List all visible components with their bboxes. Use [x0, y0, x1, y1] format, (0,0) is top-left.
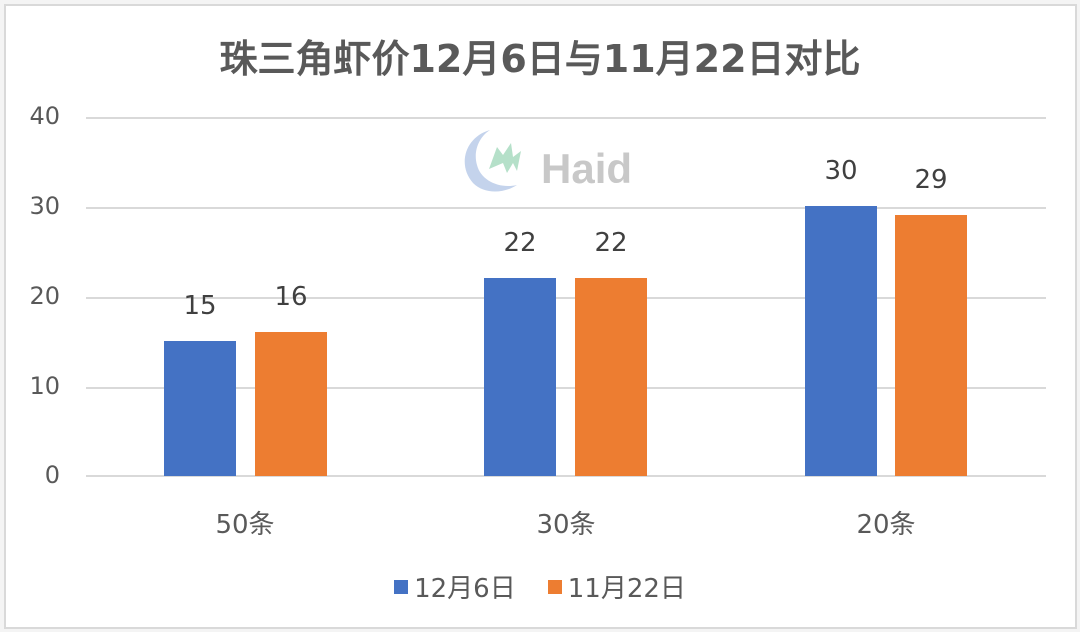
bar-50-dec6 — [164, 341, 236, 476]
value-label: 30 — [824, 156, 858, 186]
bar-30-dec6 — [484, 278, 556, 476]
legend-label: 11月22日 — [567, 574, 686, 604]
value-label: 22 — [594, 228, 628, 258]
category-label-20: 20条 — [856, 510, 916, 540]
haid-logo-icon: Haid — [464, 130, 632, 192]
legend-swatch-orange-icon — [547, 579, 562, 594]
legend-swatch-blue-icon — [394, 579, 409, 594]
bar-50-nov22 — [255, 332, 327, 476]
x-axis-line — [86, 475, 1046, 477]
category-label-50: 50条 — [215, 510, 275, 540]
legend-item-dec6: 12月6日 — [394, 568, 516, 605]
category-label-30: 30条 — [536, 510, 596, 540]
gridline — [86, 117, 1046, 119]
y-tick-30: 30 — [29, 192, 60, 220]
gridline — [86, 387, 1046, 389]
y-tick-10: 10 — [29, 372, 60, 400]
bar-20-nov22 — [895, 215, 967, 476]
y-tick-0: 0 — [44, 461, 60, 489]
legend-label: 12月6日 — [414, 574, 516, 604]
legend: 12月6日 11月22日 — [0, 568, 1080, 605]
gridline — [86, 207, 1046, 209]
y-tick-40: 40 — [29, 102, 60, 130]
gridline — [86, 297, 1046, 299]
value-label: 15 — [183, 291, 217, 321]
value-label: 16 — [274, 282, 308, 312]
legend-item-nov22: 11月22日 — [547, 568, 686, 605]
svg-text:Haid: Haid — [541, 145, 632, 192]
chart-title: 珠三角虾价12月6日与11月22日对比 — [219, 37, 861, 81]
value-label: 22 — [503, 228, 537, 258]
bar-20-dec6 — [805, 206, 877, 476]
y-tick-20: 20 — [29, 282, 60, 310]
value-label: 29 — [914, 165, 948, 195]
bar-30-nov22 — [575, 278, 647, 476]
